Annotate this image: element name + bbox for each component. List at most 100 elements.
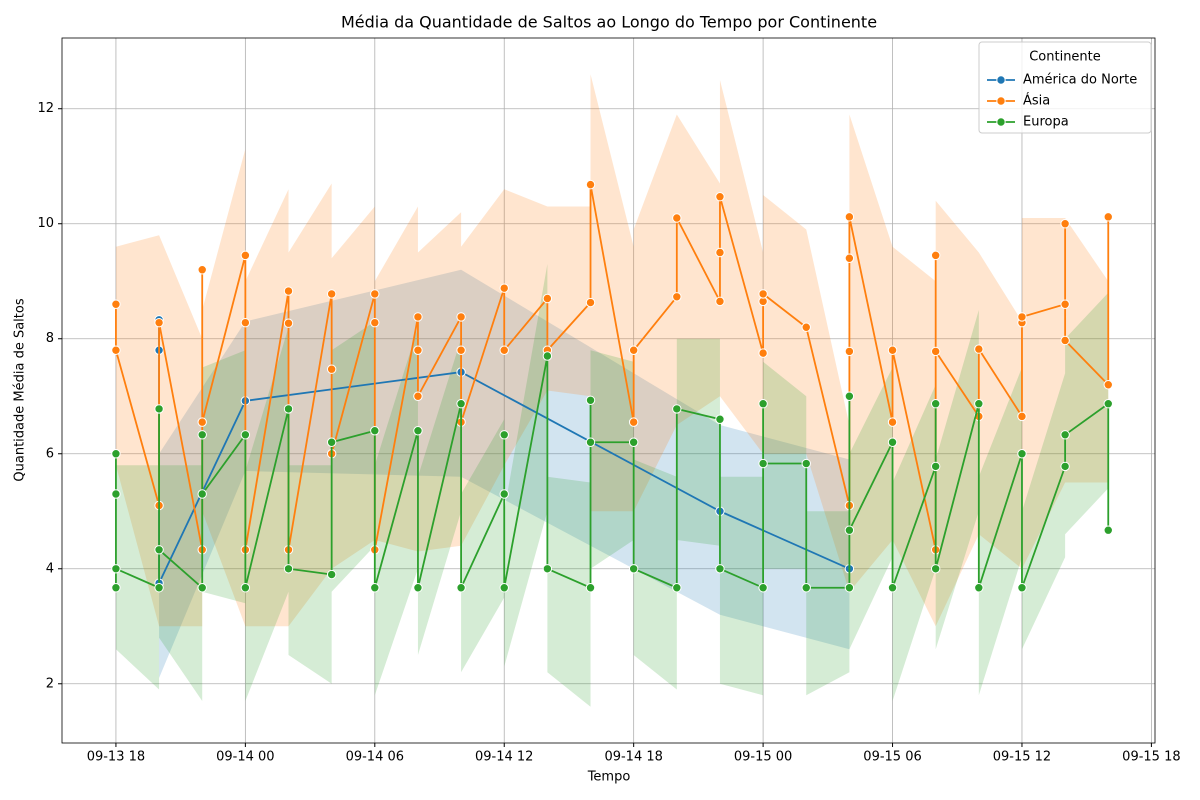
legend-marker bbox=[996, 117, 1006, 127]
data-point bbox=[758, 289, 768, 299]
x-tick-label: 09-14 06 bbox=[346, 750, 404, 765]
data-point bbox=[154, 317, 164, 328]
data-point bbox=[499, 489, 509, 499]
data-point bbox=[1060, 335, 1070, 346]
confidence-band bbox=[115, 74, 1109, 627]
data-point bbox=[413, 583, 423, 593]
data-point bbox=[197, 417, 207, 427]
data-point bbox=[1060, 461, 1070, 472]
data-point bbox=[1103, 399, 1113, 409]
data-point bbox=[672, 583, 682, 593]
y-axis-label: Quantidade Média de Saltos bbox=[13, 298, 28, 481]
y-tick-label: 10 bbox=[37, 216, 54, 231]
data-point bbox=[844, 525, 855, 535]
data-point bbox=[844, 253, 855, 263]
legend-label: América do Norte bbox=[1023, 73, 1137, 88]
data-point bbox=[801, 322, 811, 332]
x-tick-label: 09-15 18 bbox=[1122, 750, 1180, 765]
x-tick-label: 09-13 18 bbox=[87, 750, 145, 765]
data-point bbox=[499, 583, 509, 593]
data-point bbox=[542, 564, 553, 574]
data-point bbox=[585, 395, 596, 405]
data-point bbox=[456, 583, 466, 593]
data-point bbox=[413, 312, 423, 322]
data-point bbox=[111, 583, 121, 593]
data-point bbox=[370, 583, 380, 593]
data-point bbox=[844, 212, 855, 222]
data-point bbox=[1103, 525, 1113, 535]
data-point bbox=[240, 250, 251, 261]
data-point bbox=[542, 351, 553, 361]
plot-area bbox=[111, 74, 1113, 707]
data-point bbox=[283, 404, 294, 414]
legend-marker bbox=[996, 75, 1006, 85]
data-point bbox=[758, 399, 768, 409]
data-point bbox=[1017, 449, 1027, 459]
x-tick-label: 09-15 12 bbox=[993, 750, 1051, 765]
data-point bbox=[240, 583, 251, 593]
data-point bbox=[585, 179, 596, 190]
data-point bbox=[370, 426, 380, 436]
x-axis-label: Tempo bbox=[587, 770, 631, 785]
y-tick-label: 2 bbox=[46, 676, 54, 691]
data-point bbox=[413, 345, 423, 355]
data-point bbox=[715, 414, 725, 424]
data-point bbox=[240, 317, 251, 328]
data-point bbox=[456, 399, 466, 409]
data-point bbox=[154, 583, 164, 593]
legend-marker bbox=[996, 96, 1006, 106]
data-point bbox=[326, 569, 337, 580]
legend-label: Ásia bbox=[1023, 93, 1050, 109]
data-point bbox=[758, 583, 768, 593]
data-point bbox=[542, 293, 553, 304]
data-point bbox=[326, 289, 337, 299]
data-point bbox=[1060, 219, 1070, 229]
data-point bbox=[715, 192, 725, 202]
data-point bbox=[585, 583, 596, 593]
data-point bbox=[197, 583, 207, 593]
data-point bbox=[715, 247, 725, 258]
data-point bbox=[499, 345, 509, 355]
data-point bbox=[974, 583, 984, 593]
data-point bbox=[240, 430, 251, 440]
data-point bbox=[283, 286, 294, 296]
data-point bbox=[154, 404, 164, 414]
data-point bbox=[370, 289, 380, 299]
data-point bbox=[585, 297, 596, 308]
legend-title: Continente bbox=[1029, 50, 1101, 65]
data-point bbox=[887, 345, 898, 355]
data-point bbox=[1103, 212, 1113, 222]
data-point bbox=[197, 489, 207, 499]
y-tick-label: 12 bbox=[37, 101, 54, 116]
x-tick-label: 09-14 18 bbox=[604, 750, 662, 765]
data-point bbox=[974, 399, 984, 409]
data-point bbox=[283, 564, 294, 574]
y-tick-label: 4 bbox=[46, 561, 54, 576]
data-point bbox=[456, 345, 466, 355]
y-tick-label: 8 bbox=[46, 331, 54, 346]
data-point bbox=[672, 292, 682, 302]
data-point bbox=[930, 461, 941, 472]
x-tick-label: 09-14 00 bbox=[216, 750, 274, 765]
axes-frame bbox=[61, 37, 1156, 744]
x-tick-label: 09-14 12 bbox=[475, 750, 533, 765]
data-point bbox=[844, 346, 855, 357]
data-point bbox=[197, 265, 207, 275]
data-point bbox=[326, 364, 337, 374]
confidence-band bbox=[115, 263, 1109, 707]
data-point bbox=[283, 318, 294, 328]
x-tick-label: 09-15 06 bbox=[863, 750, 921, 765]
data-point bbox=[154, 545, 164, 555]
data-point bbox=[844, 583, 855, 593]
data-point bbox=[111, 449, 121, 459]
data-point bbox=[1017, 312, 1027, 322]
data-point bbox=[715, 296, 725, 307]
data-point bbox=[672, 404, 682, 414]
data-point bbox=[715, 564, 725, 574]
data-point bbox=[111, 489, 121, 499]
data-point bbox=[197, 430, 207, 440]
data-point bbox=[930, 250, 941, 261]
data-point bbox=[628, 437, 639, 447]
data-point bbox=[326, 437, 337, 447]
